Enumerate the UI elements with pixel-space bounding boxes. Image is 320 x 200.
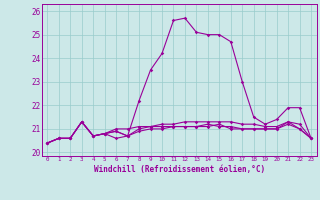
X-axis label: Windchill (Refroidissement éolien,°C): Windchill (Refroidissement éolien,°C) [94, 165, 265, 174]
